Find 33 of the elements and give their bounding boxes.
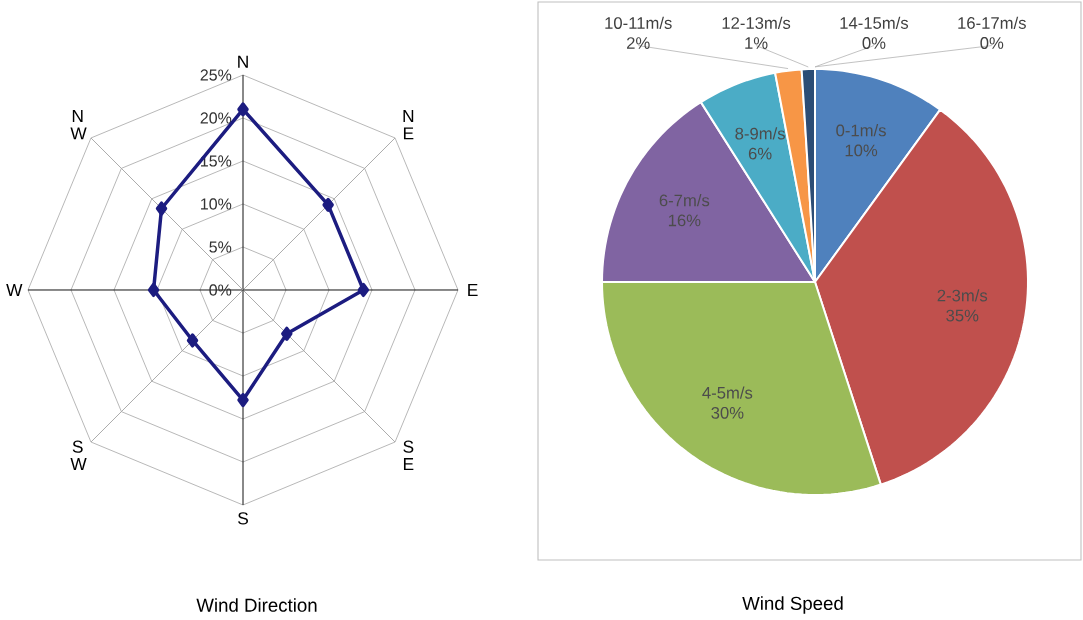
spoke-label: N E [403,110,414,140]
data-label: 2% [627,37,650,49]
spoke-label: S [238,512,248,525]
spoke-label: N W [70,110,87,140]
spoke-label: S E [403,440,414,471]
slice-label: 12-13m/s [722,16,791,29]
y-tick-label: 20% [200,112,232,124]
spoke-label: S W [70,440,87,471]
slice-label: 0-1m/s [836,124,886,137]
slice-label: 2-3m/s [937,289,988,302]
data-label: 1% [745,37,768,49]
y-tick-label: 5% [209,241,232,253]
spoke-label: N [238,55,248,68]
spoke-label: W [6,284,23,296]
data-label: 35% [946,309,979,322]
category-label: 16-17m/s [958,16,1026,29]
text: Wind Direction [196,598,317,612]
slice-label: 10-11m/s [605,16,672,29]
data-label: 16% [668,214,701,227]
slice-label: 8-9m/s [735,127,785,140]
text: 0% [862,37,886,49]
slice-label: 4-5m/s [702,386,753,399]
y-tick-label: 25% [200,69,232,81]
y-tick-label: 10% [201,198,232,210]
category-label: 14-15m/s [840,16,909,29]
text: 0% [980,37,1004,49]
slice-label: 6-7m/s [659,194,710,207]
text: Wind Speed [742,596,843,614]
y-tick-label: 15% [201,155,232,167]
data-label: 10% [845,144,878,157]
data-label: 6% [748,147,772,160]
data-label: 30% [711,406,744,419]
spoke-label: E [468,284,478,296]
